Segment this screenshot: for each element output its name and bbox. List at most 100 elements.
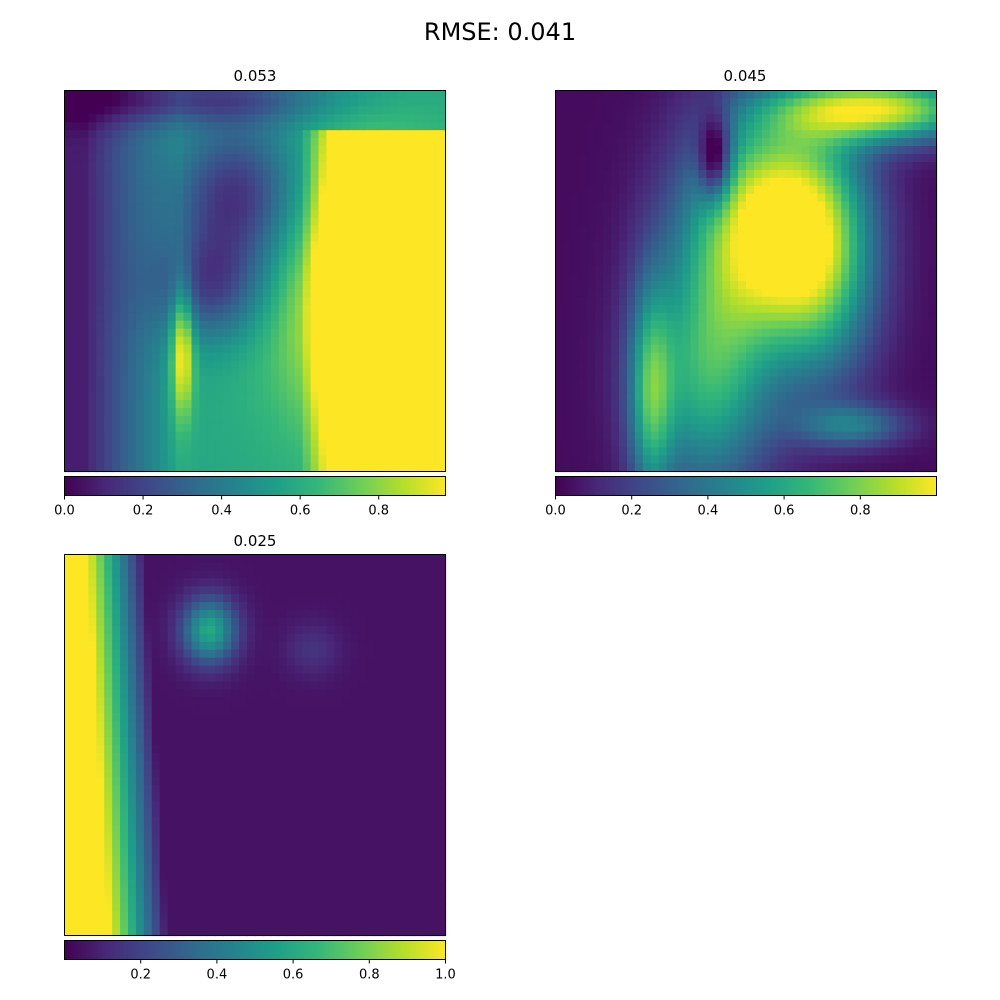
heatmap-cell xyxy=(904,154,914,163)
heatmap-cell xyxy=(167,463,177,473)
heatmap-cell xyxy=(397,602,407,611)
heatmap-cell xyxy=(865,201,874,211)
heatmap-cell xyxy=(429,177,439,187)
heatmap-cell xyxy=(96,122,105,131)
heatmap-cell xyxy=(888,360,898,369)
heatmap-cell xyxy=(223,265,232,274)
heatmap-cell xyxy=(199,312,208,322)
heatmap-cell xyxy=(318,320,328,330)
heatmap-cell xyxy=(888,408,898,417)
heatmap-cell xyxy=(825,304,834,314)
heatmap-cell xyxy=(579,209,588,219)
heatmap-cell xyxy=(135,257,145,266)
heatmap-cell xyxy=(587,463,596,473)
colorbar-tick-label: 0.2 xyxy=(621,504,642,519)
heatmap-cell xyxy=(255,90,264,100)
heatmap-cell xyxy=(405,415,415,425)
heatmap-cell xyxy=(437,336,447,346)
heatmap-cell xyxy=(389,241,399,250)
heatmap-cell xyxy=(563,249,572,258)
heatmap-cell xyxy=(833,169,842,179)
heatmap-cell xyxy=(785,122,795,131)
heatmap-cell xyxy=(421,106,431,115)
heatmap-cell xyxy=(96,90,105,100)
heatmap-cell xyxy=(642,98,652,107)
heatmap-cell xyxy=(421,161,431,171)
heatmap-cell xyxy=(239,463,248,473)
heatmap-cell xyxy=(64,447,74,457)
heatmap-cell xyxy=(421,463,431,473)
heatmap-cell xyxy=(738,154,747,163)
heatmap-cell xyxy=(738,161,747,171)
heatmap-cell xyxy=(761,336,771,346)
heatmap-cell xyxy=(873,376,882,385)
heatmap-cell xyxy=(809,455,819,465)
heatmap-cell xyxy=(389,594,399,603)
heatmap-cell xyxy=(904,122,914,131)
heatmap-cell xyxy=(294,415,304,425)
heatmap-cell xyxy=(880,138,890,147)
heatmap-cell xyxy=(239,392,248,401)
heatmap-cell xyxy=(658,114,668,123)
heatmap-cell xyxy=(175,209,185,219)
heatmap-cell xyxy=(310,562,320,571)
heatmap-cell xyxy=(294,161,304,171)
heatmap-cell xyxy=(880,288,890,298)
heatmap-cell xyxy=(366,225,375,234)
heatmap-cell xyxy=(96,336,105,346)
heatmap-cell xyxy=(72,400,81,409)
heatmap-cell xyxy=(626,217,636,227)
heatmap-cell xyxy=(326,360,335,369)
heatmap-cell xyxy=(730,138,739,147)
heatmap-cell xyxy=(405,296,415,306)
heatmap-cell xyxy=(841,241,850,250)
heatmap-cell xyxy=(904,130,914,139)
heatmap-cell xyxy=(690,177,699,187)
heatmap-cell xyxy=(215,360,224,369)
heatmap-cell xyxy=(96,455,105,465)
heatmap-cell xyxy=(167,578,177,587)
heatmap-cell xyxy=(80,106,89,115)
heatmap-cell xyxy=(143,146,153,155)
heatmap-cell xyxy=(191,304,201,314)
heatmap-cell xyxy=(714,130,723,139)
heatmap-cell xyxy=(183,455,193,465)
heatmap-cell xyxy=(413,400,423,409)
heatmap-cell xyxy=(809,400,819,409)
heatmap-cell xyxy=(746,455,755,465)
heatmap-cell xyxy=(595,169,604,179)
heatmap-cell xyxy=(920,114,930,123)
heatmap-cell xyxy=(809,161,819,171)
heatmap-cell xyxy=(611,169,620,179)
heatmap-cell xyxy=(397,312,407,322)
heatmap-cell xyxy=(722,439,731,449)
heatmap-cell xyxy=(80,415,89,425)
heatmap-cell xyxy=(722,265,731,274)
heatmap-cell xyxy=(841,463,850,473)
heatmap-cell xyxy=(223,431,232,441)
heatmap-cell xyxy=(880,304,890,314)
heatmap-cell xyxy=(825,146,834,155)
heatmap-cell xyxy=(706,312,715,322)
heatmap-cell xyxy=(421,169,431,179)
heatmap-cell xyxy=(904,344,914,354)
colorbar-tick-label: 0.2 xyxy=(133,504,154,519)
heatmap-cell xyxy=(714,415,723,425)
heatmap-cell xyxy=(104,98,113,107)
heatmap-cell xyxy=(753,122,763,131)
heatmap-cell xyxy=(619,98,628,107)
heatmap-cell xyxy=(413,106,423,115)
heatmap-cell xyxy=(920,130,930,139)
heatmap-cell xyxy=(571,273,580,282)
heatmap-cell xyxy=(334,146,343,155)
heatmap-cell xyxy=(865,328,874,338)
heatmap-cell xyxy=(151,423,161,433)
heatmap-1-frame xyxy=(64,90,446,472)
heatmap-cell xyxy=(397,336,407,346)
heatmap-cell xyxy=(809,320,819,330)
heatmap-cell xyxy=(262,177,272,187)
heatmap-cell xyxy=(785,146,795,155)
heatmap-cell xyxy=(405,423,415,433)
heatmap-cell xyxy=(397,368,407,377)
heatmap-cell xyxy=(159,122,169,131)
